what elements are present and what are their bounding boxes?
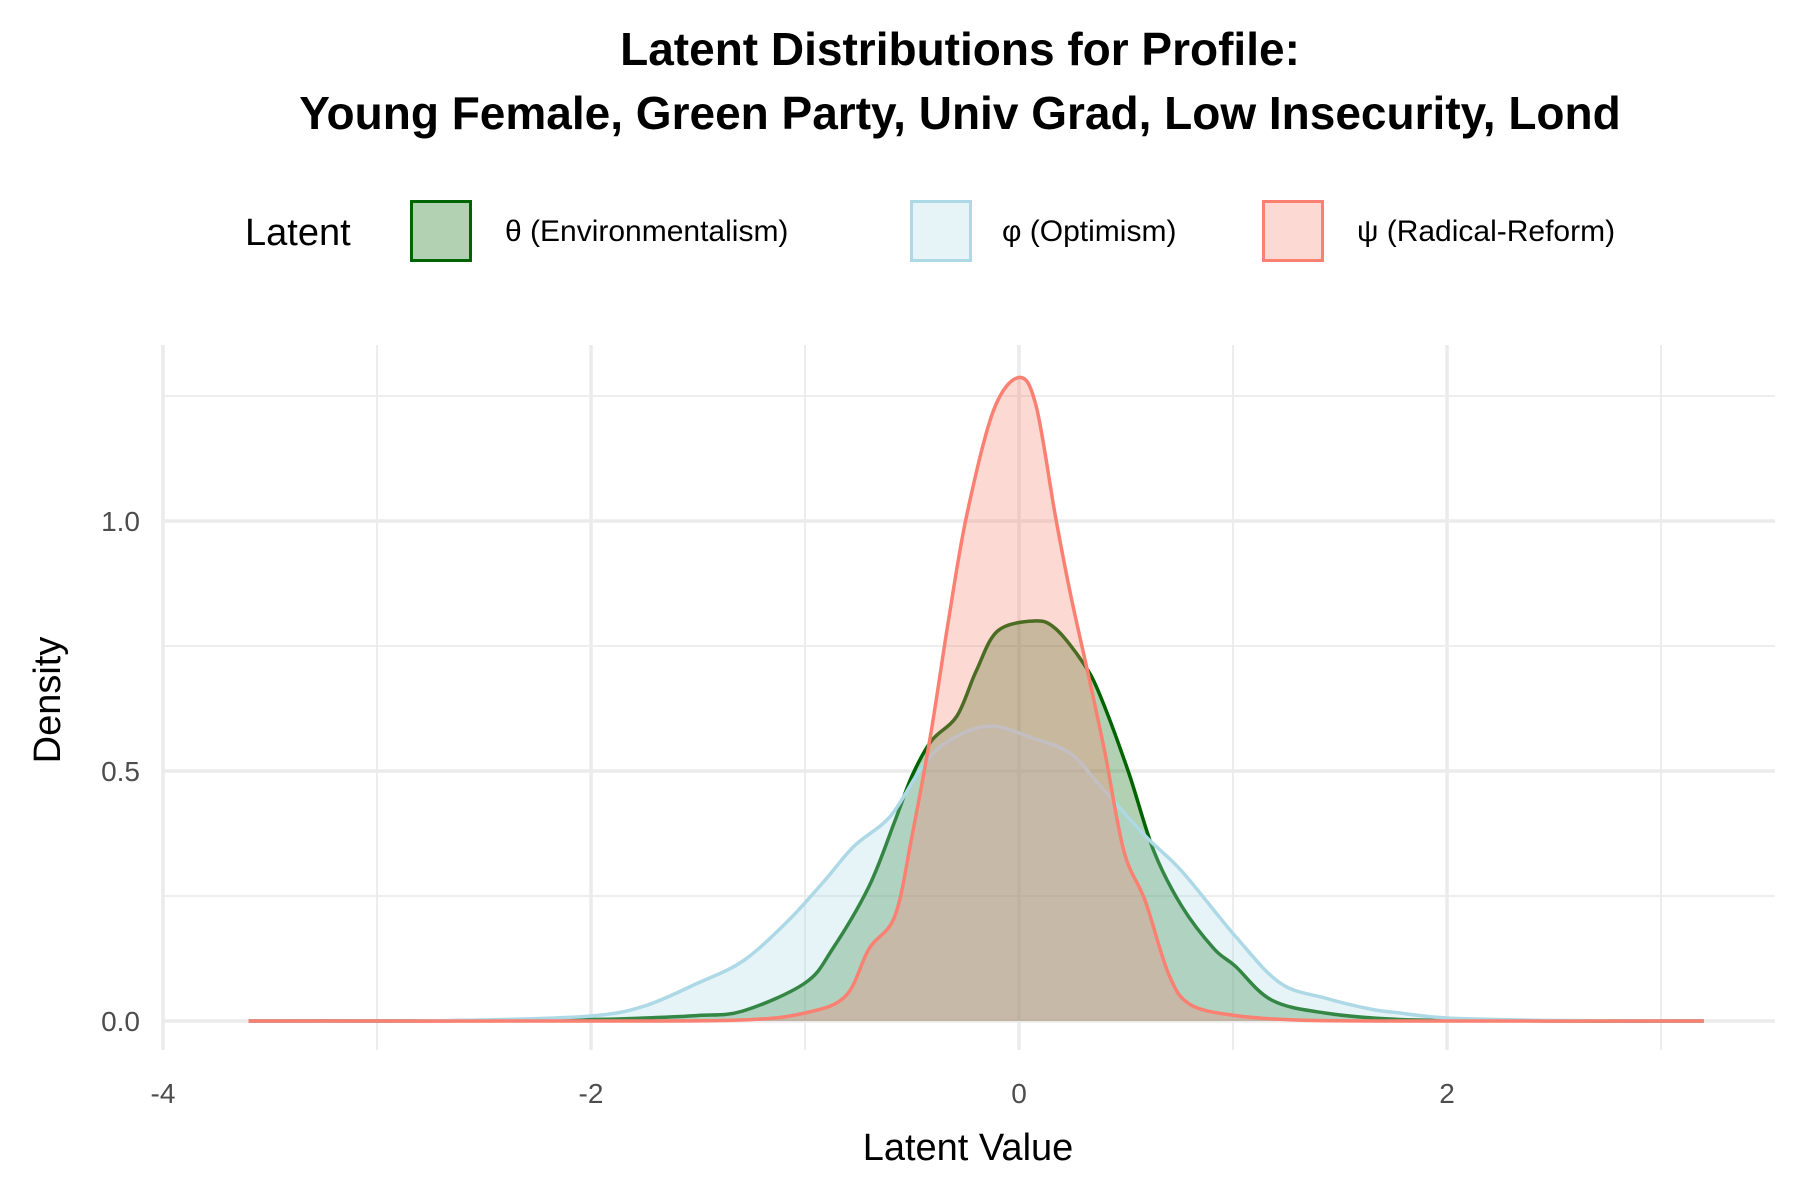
density-area-psi — [248, 377, 1704, 1022]
legend-key-psi — [1262, 200, 1324, 262]
x-axis-title: Latent Value — [863, 1127, 1074, 1169]
legend-key-theta — [410, 200, 472, 262]
y-tick-label: 0.0 — [101, 1006, 140, 1037]
density-line-phi — [248, 724, 1704, 1023]
legend-title: Latent — [245, 212, 351, 254]
x-tick-label: 0 — [1011, 1078, 1027, 1109]
density-area-theta — [248, 620, 1704, 1022]
legend-key-phi — [910, 200, 972, 262]
legend-label-phi: φ (Optimism) — [1002, 215, 1177, 248]
chart-title-line-2: Young Female, Green Party, Univ Grad, Lo… — [299, 87, 1621, 139]
chart-title-line-1: Latent Distributions for Profile: — [620, 23, 1300, 75]
density-area-phi — [248, 725, 1704, 1022]
legend-label-psi: ψ (Radical-Reform) — [1357, 215, 1616, 248]
y-tick-label: 0.5 — [101, 756, 140, 787]
y-tick-label: 1.0 — [101, 506, 140, 537]
density-line-psi — [248, 375, 1704, 1023]
legend-label-theta: θ (Environmentalism) — [505, 215, 789, 248]
x-tick-label: 2 — [1439, 1078, 1455, 1109]
x-tick-label: -4 — [151, 1078, 176, 1109]
y-axis-title: Density — [27, 637, 69, 764]
density-line-theta — [248, 619, 1704, 1023]
x-tick-label: -2 — [579, 1078, 604, 1109]
